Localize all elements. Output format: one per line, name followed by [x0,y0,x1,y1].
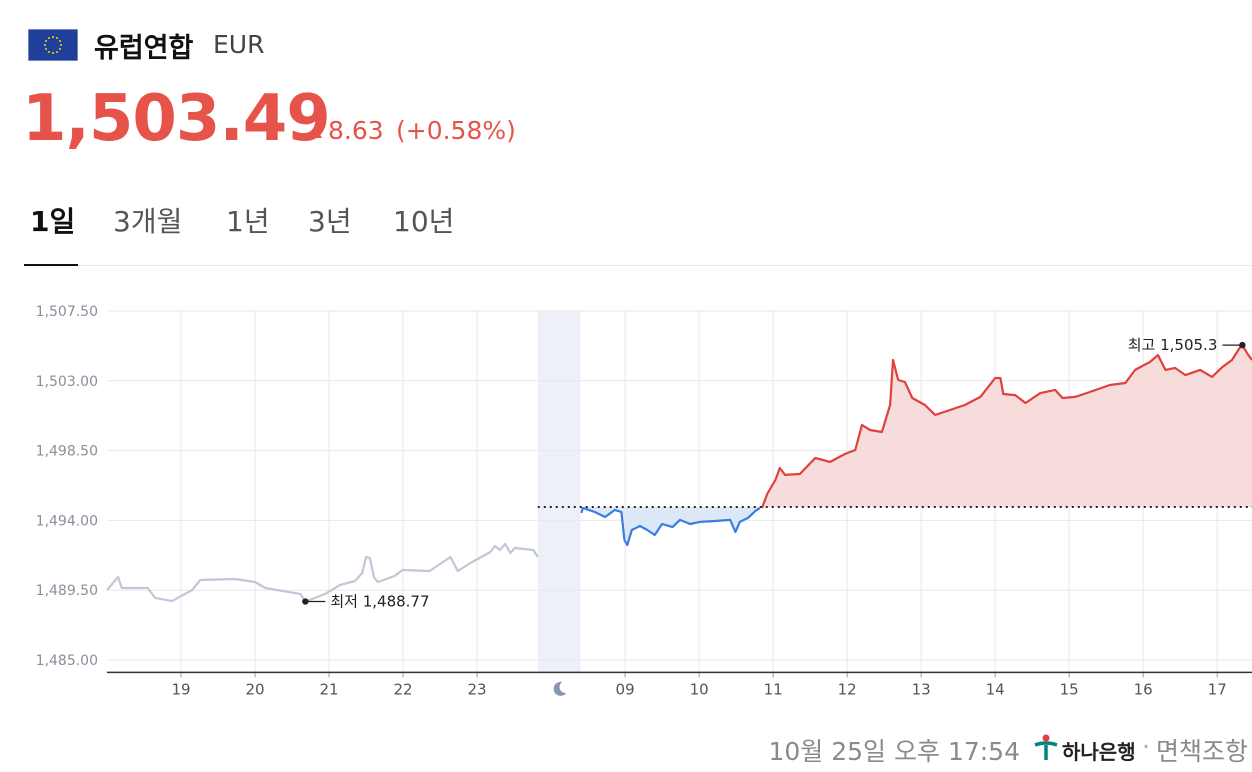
timestamp: 10월 25일 오후 17:54 [768,737,1020,766]
separator: · [1142,732,1150,761]
moon-icon [553,681,567,696]
x-tick-label: 22 [394,680,413,698]
up-arrow [310,128,322,138]
y-tick-label: 1,498.50 [36,444,98,460]
annotation-label: 최고 1,505.3 [1128,336,1218,354]
chart: 1,485.00 1,489.50 1,494.00 1,498.50 1,503.00… [36,304,1252,698]
tab[interactable]: 10년 [393,205,455,238]
night-band [537,311,581,673]
y-tick-label: 1,507.50 [36,304,98,320]
tab[interactable]: 3개월 [113,205,183,238]
bank-logo [1034,734,1058,760]
x-tick-label: 09 [616,680,635,698]
line [580,506,761,547]
tab[interactable]: 3년 [308,205,352,238]
x-tick-label: 11 [764,680,783,698]
x-tick-label: 15 [1060,680,1079,698]
x-tick-label: 14 [986,680,1005,698]
tab[interactable]: 1일 [30,205,76,238]
x-tick-label: 23 [468,680,487,698]
price: 1,503.49 [22,82,331,156]
annotation-label: 최저 1,488.77 [330,593,429,611]
area [762,345,1252,508]
x-tick-label: 13 [912,680,931,698]
y-tick-label: 1,494.00 [36,513,98,529]
x-tick-label: 21 [319,680,338,698]
eu-flag [28,29,78,61]
annotation-point [1239,341,1246,349]
tab[interactable]: 1년 [226,205,270,238]
y-tick-label: 1,503.00 [36,374,98,390]
disclaimer[interactable]: 면책조항 [1156,737,1249,766]
line [760,344,1252,509]
currency-code: EUR [213,30,265,59]
bank-name: 하나은행 [1062,740,1136,764]
x-tick-label: 19 [171,680,190,698]
y-tick-label: 1,485.00 [36,653,98,669]
change: 8.63 [328,116,384,145]
x-tick-label: 16 [1134,680,1153,698]
tab-underline [24,264,78,266]
tab-divider [24,265,1252,266]
x-tick-label: 20 [245,680,264,698]
x-tick-label: 10 [690,680,709,698]
annotation-point [302,598,309,605]
y-tick-label: 1,489.50 [36,583,98,599]
line [106,542,539,603]
change-percent: (+0.58%) [396,116,516,145]
currency-name: 유럽연합 [94,33,194,64]
x-tick-label: 12 [838,680,857,698]
x-tick-label: 17 [1208,680,1227,698]
